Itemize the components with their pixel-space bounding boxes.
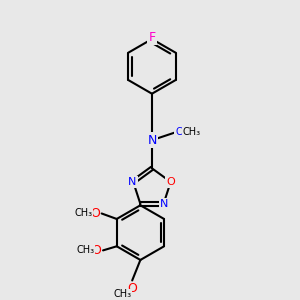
Text: CH₃: CH₃ <box>75 208 93 218</box>
Text: CH₃: CH₃ <box>76 245 94 255</box>
Text: CH₃: CH₃ <box>113 289 131 299</box>
Text: CH₃: CH₃ <box>182 127 200 137</box>
Text: N: N <box>147 134 157 147</box>
Text: CH₃: CH₃ <box>175 127 194 137</box>
Text: N: N <box>160 199 169 209</box>
Text: O: O <box>90 207 100 220</box>
Text: O: O <box>91 244 101 257</box>
Text: F: F <box>148 31 155 44</box>
Text: N: N <box>128 177 136 187</box>
Text: O: O <box>127 282 137 296</box>
Text: O: O <box>166 177 175 187</box>
